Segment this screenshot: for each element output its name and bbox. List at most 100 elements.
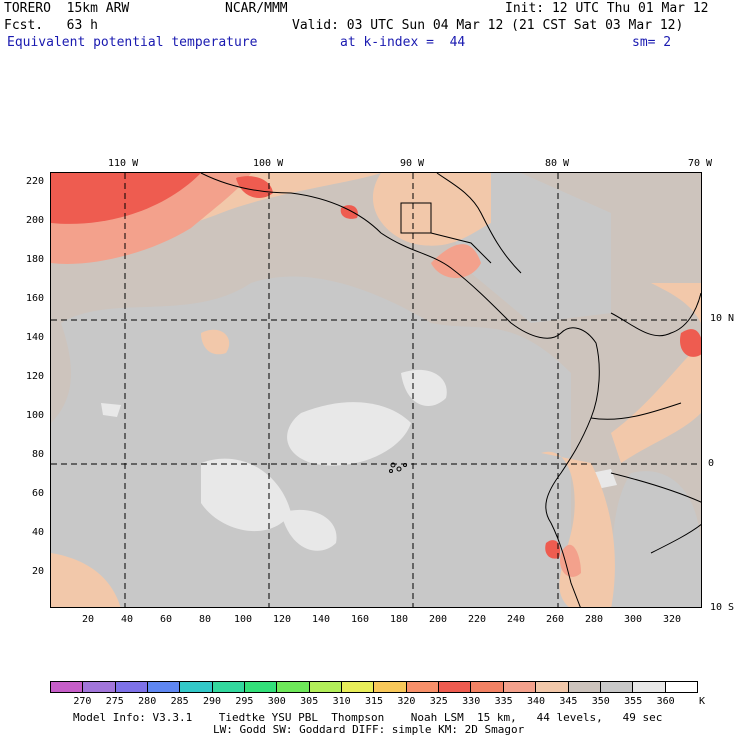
legend-label: 345 bbox=[559, 696, 578, 707]
lon-label: 90 W bbox=[400, 158, 425, 169]
legend-unit: K bbox=[698, 696, 706, 707]
legend-label: 325 bbox=[429, 696, 448, 707]
light-patch bbox=[287, 402, 411, 466]
legend-swatch bbox=[600, 682, 634, 692]
level-index: at k-index = 44 bbox=[340, 35, 466, 50]
field-name: Equivalent potential temperature bbox=[7, 35, 258, 50]
legend-label: 350 bbox=[591, 696, 610, 707]
salmon-patch bbox=[560, 544, 581, 577]
map-canvas bbox=[51, 173, 701, 607]
legend-swatch bbox=[51, 682, 84, 692]
legend-swatch bbox=[568, 682, 601, 692]
x-tick: 280 bbox=[585, 614, 604, 625]
physics-info: LW: Godd SW: Goddard DIFF: simple KM: 2D… bbox=[213, 723, 525, 736]
lon-label: 110 W bbox=[108, 158, 139, 169]
y-tick: 160 bbox=[26, 293, 45, 304]
peach-caribbean bbox=[651, 283, 701, 323]
legend-label: 275 bbox=[105, 696, 124, 707]
model-info: Model Info: V3.3.1 Tiedtke YSU PBL Thomp… bbox=[73, 711, 663, 724]
graticule bbox=[51, 173, 701, 607]
galapagos-islands bbox=[389, 462, 407, 473]
y-tick: 100 bbox=[26, 410, 45, 421]
smoothing: sm= 2 bbox=[632, 35, 672, 50]
legend-label: 320 bbox=[397, 696, 416, 707]
lat-label: 10 S bbox=[710, 602, 735, 613]
legend-swatch bbox=[439, 682, 472, 692]
legend-label: 310 bbox=[332, 696, 351, 707]
y-tick: 200 bbox=[26, 215, 45, 226]
red-core-nw bbox=[51, 173, 201, 224]
x-tick: 220 bbox=[468, 614, 487, 625]
y-tick: 80 bbox=[32, 449, 45, 460]
legend-label: 355 bbox=[624, 696, 643, 707]
coastline-pacific bbox=[200, 173, 600, 607]
legend-swatch bbox=[115, 682, 149, 692]
model-name: TORERO 15km ARW bbox=[4, 1, 130, 16]
legend-swatch bbox=[471, 682, 504, 692]
x-tick: 300 bbox=[624, 614, 643, 625]
legend-swatch bbox=[665, 682, 697, 692]
lon-label: 80 W bbox=[545, 158, 570, 169]
y-tick: 180 bbox=[26, 254, 45, 265]
salmon-patch bbox=[431, 244, 481, 278]
legend-label: 290 bbox=[202, 696, 222, 707]
legend-label: 340 bbox=[526, 696, 546, 707]
light-patch bbox=[281, 509, 337, 551]
y-tick: 140 bbox=[26, 332, 45, 343]
x-tick: 80 bbox=[199, 614, 212, 625]
theta-e-map bbox=[50, 172, 702, 608]
legend-label: 305 bbox=[300, 696, 319, 707]
x-tick: 140 bbox=[312, 614, 331, 625]
y-tick: 40 bbox=[32, 527, 45, 538]
legend-label: 295 bbox=[235, 696, 254, 707]
lon-label: 70 W bbox=[688, 158, 713, 169]
legend-label: 285 bbox=[170, 696, 189, 707]
x-tick: 160 bbox=[351, 614, 370, 625]
x-tick: 180 bbox=[390, 614, 409, 625]
coastline-caribbean bbox=[610, 292, 701, 337]
y-tick: 20 bbox=[32, 566, 45, 577]
peach-andes bbox=[541, 451, 615, 607]
lat-label: 0 bbox=[708, 458, 715, 469]
legend-swatch bbox=[148, 682, 181, 692]
x-tick: 100 bbox=[234, 614, 253, 625]
light-patch bbox=[101, 403, 121, 417]
red-core-east bbox=[680, 329, 701, 357]
valid-time: Valid: 03 UTC Sun 04 Mar 12 (21 CST Sat … bbox=[292, 18, 684, 33]
legend-swatch bbox=[309, 682, 343, 692]
red-core bbox=[340, 205, 358, 219]
legend-swatch bbox=[212, 682, 246, 692]
y-tick: 120 bbox=[26, 371, 45, 382]
grey-field-south bbox=[611, 471, 701, 607]
country-border bbox=[590, 402, 701, 554]
peach-patch bbox=[201, 329, 230, 355]
legend-swatch bbox=[277, 682, 310, 692]
organization: NCAR/MMM bbox=[225, 1, 288, 16]
peach-amazon bbox=[611, 343, 701, 463]
legend-swatch bbox=[406, 682, 440, 692]
legend-swatch bbox=[503, 682, 537, 692]
x-tick: 320 bbox=[663, 614, 682, 625]
init-time: Init: 12 UTC Thu 01 Mar 12 bbox=[505, 1, 709, 16]
forecast-hour: Fcst. 63 h bbox=[4, 18, 98, 33]
x-tick: 40 bbox=[121, 614, 134, 625]
legend-label: 335 bbox=[494, 696, 513, 707]
legend-swatch bbox=[374, 682, 407, 692]
red-core bbox=[236, 176, 273, 198]
x-tick: 120 bbox=[273, 614, 292, 625]
x-tick: 20 bbox=[82, 614, 95, 625]
y-tick: 220 bbox=[26, 176, 45, 187]
legend-swatch bbox=[342, 682, 375, 692]
legend-swatch bbox=[633, 682, 666, 692]
x-tick: 200 bbox=[429, 614, 448, 625]
country-border bbox=[400, 202, 492, 264]
lon-label: 100 W bbox=[253, 158, 284, 169]
legend-swatch bbox=[83, 682, 116, 692]
legend-swatch bbox=[245, 682, 278, 692]
x-tick: 240 bbox=[507, 614, 526, 625]
legend-swatch bbox=[536, 682, 569, 692]
legend-label: 280 bbox=[138, 696, 157, 707]
x-tick: 60 bbox=[160, 614, 173, 625]
legend-label: 270 bbox=[73, 696, 92, 707]
color-legend bbox=[50, 681, 698, 693]
